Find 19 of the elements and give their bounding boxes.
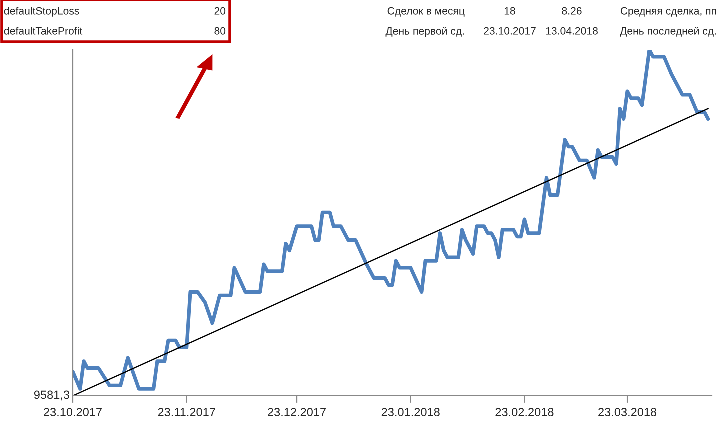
- text: Сделок в месяц: [388, 7, 465, 17]
- text: Средняя сделка, пп: [620, 7, 716, 17]
- text: 80: [214, 27, 226, 35]
- x-tick-label: 23.03.2018: [598, 408, 657, 416]
- text: 9581,3: [34, 390, 70, 401]
- x-tick-label: 23.02.2018: [496, 408, 554, 416]
- text: День первой сд.: [386, 26, 464, 38]
- text: defaultStopLoss: [4, 7, 80, 17]
- text: 8.26: [562, 7, 582, 15]
- text: defaultTakeProfit: [4, 27, 83, 35]
- text: День последней сд.: [620, 26, 716, 37]
- text: 20: [214, 7, 226, 15]
- x-tick-label: 23.11.2017: [158, 408, 216, 416]
- text: 18: [504, 7, 516, 15]
- text: 23.10.2017: [484, 27, 536, 35]
- x-tick-label: 23.12.2017: [268, 408, 326, 416]
- x-tick-label: 23.01.2018: [382, 408, 440, 416]
- x-tick-label: 23.10.2017: [44, 408, 102, 416]
- text: 13.04.2018: [546, 27, 598, 35]
